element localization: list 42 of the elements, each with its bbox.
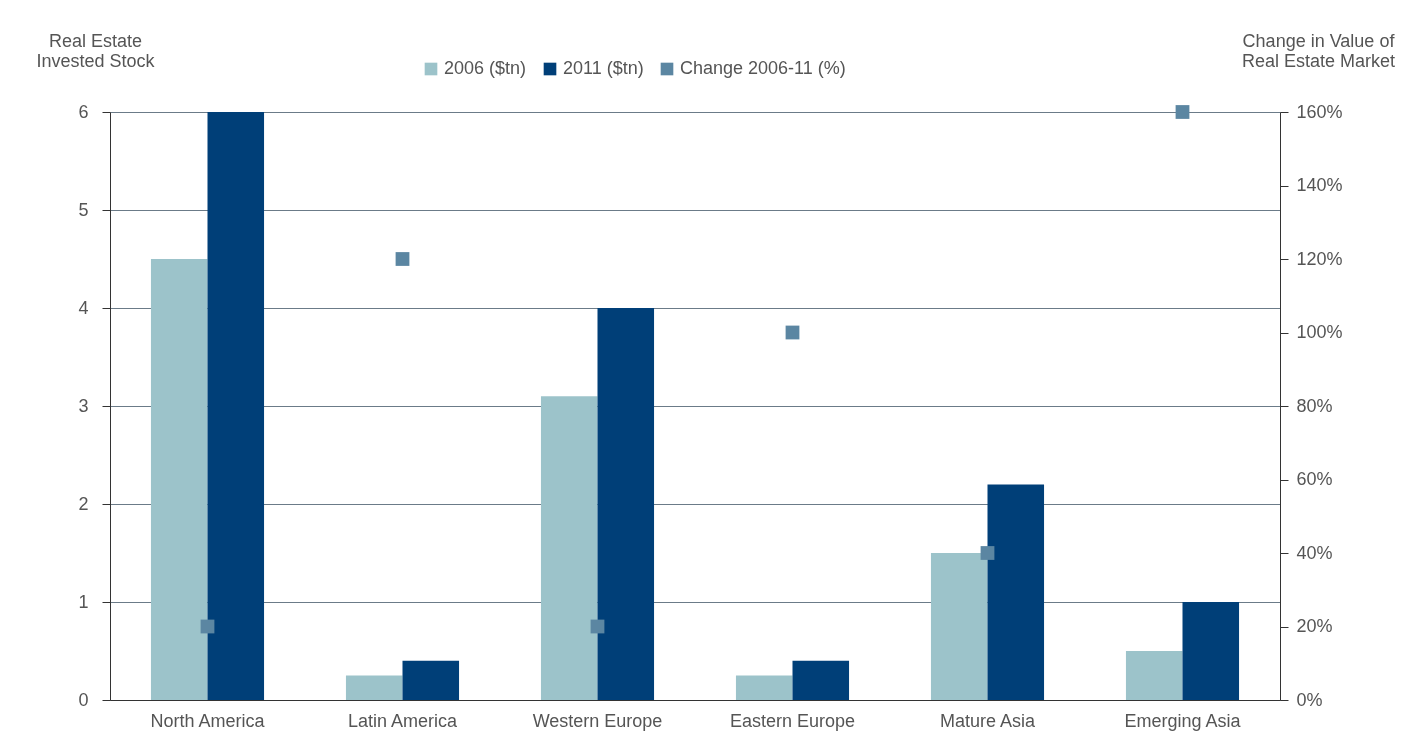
y-tick-label: 6 [78, 101, 89, 122]
y2-tick-label: 100% [1296, 322, 1343, 342]
y-tick-label: 3 [78, 395, 89, 416]
y2-tick-label: 20% [1296, 616, 1333, 636]
bar [930, 553, 988, 700]
bar [987, 484, 1045, 700]
y-tick-label: 0 [78, 689, 89, 710]
y-tick-label: 1 [78, 591, 89, 612]
legend-label: 2006 ($tn) [444, 58, 527, 78]
y2-tick-label: 140% [1296, 175, 1343, 195]
x-tick-label: Latin America [347, 710, 459, 731]
bar [1182, 602, 1240, 700]
bar [402, 660, 460, 700]
x-tick-label: Mature Asia [939, 710, 1037, 731]
point [395, 252, 410, 266]
bar [540, 396, 598, 700]
bar [207, 112, 265, 700]
x-tick-label: Western Europe [532, 710, 663, 731]
y2-tick-label: 120% [1296, 248, 1343, 269]
y2-tick-label: 80% [1296, 395, 1333, 416]
y2-tick-label: 160% [1296, 101, 1343, 122]
x-tick-label: North America [150, 710, 266, 731]
y2-tick-label: 60% [1296, 469, 1333, 489]
bar [735, 675, 793, 700]
legend-label: Change 2006-11 (%) [680, 58, 846, 78]
y2-tick-label: 0% [1296, 689, 1323, 710]
y-tick-label: 2 [78, 493, 89, 514]
bar [597, 308, 655, 700]
x-tick-label: Eastern Europe [729, 710, 856, 731]
point [1175, 105, 1190, 119]
point [980, 546, 995, 560]
y2-tick-label: 40% [1296, 542, 1333, 563]
bar [1125, 651, 1183, 700]
bar [792, 660, 850, 700]
y-axis-title: Real Estate Invested Stock [36, 30, 156, 71]
y2-axis-title: Change in Value of Real Estate Market [1241, 30, 1396, 71]
y-tick-label: 4 [78, 297, 89, 318]
y-tick-label: 5 [78, 199, 89, 220]
legend-label: 2011 ($tn) [563, 58, 644, 78]
bar [345, 675, 403, 700]
x-tick-label: Emerging Asia [1124, 710, 1242, 731]
bar [150, 259, 208, 700]
